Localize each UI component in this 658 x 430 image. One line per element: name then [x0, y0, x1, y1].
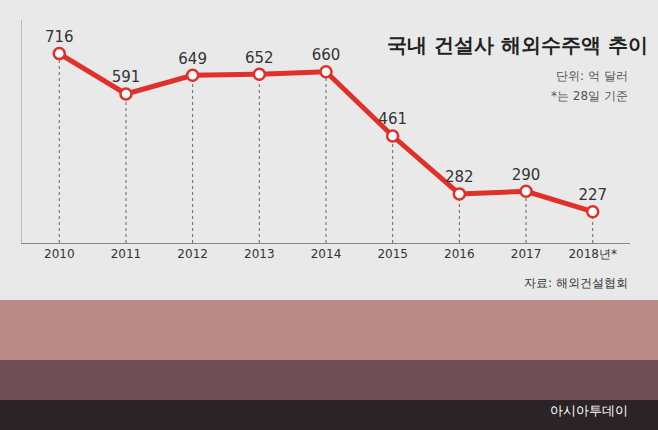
svg-text:2012: 2012 — [177, 247, 208, 261]
svg-text:2013: 2013 — [244, 247, 275, 261]
svg-text:단위: 억 달러: 단위: 억 달러 — [556, 69, 628, 83]
svg-text:282: 282 — [445, 168, 474, 186]
svg-text:2017: 2017 — [511, 247, 542, 261]
svg-text:2014: 2014 — [311, 247, 342, 261]
svg-text:716: 716 — [45, 28, 74, 46]
svg-text:461: 461 — [378, 110, 407, 128]
svg-text:2018년*: 2018년* — [568, 247, 617, 261]
svg-text:290: 290 — [512, 166, 541, 184]
svg-text:2016: 2016 — [444, 247, 475, 261]
svg-text:591: 591 — [112, 68, 141, 86]
svg-text:2010: 2010 — [44, 247, 75, 261]
svg-text:649: 649 — [178, 50, 207, 68]
svg-text:자료: 해외건설협회: 자료: 해외건설협회 — [524, 276, 628, 290]
svg-text:국내 건설사 해외수주액 추이: 국내 건설사 해외수주액 추이 — [387, 33, 648, 57]
svg-text:2015: 2015 — [377, 247, 408, 261]
svg-text:660: 660 — [312, 46, 341, 64]
svg-text:227: 227 — [578, 186, 607, 204]
svg-text:아시아투데이: 아시아투데이 — [550, 403, 628, 418]
svg-text:2011: 2011 — [111, 247, 142, 261]
svg-text:*는 28일 기준: *는 28일 기준 — [551, 89, 628, 103]
svg-text:652: 652 — [245, 49, 274, 67]
